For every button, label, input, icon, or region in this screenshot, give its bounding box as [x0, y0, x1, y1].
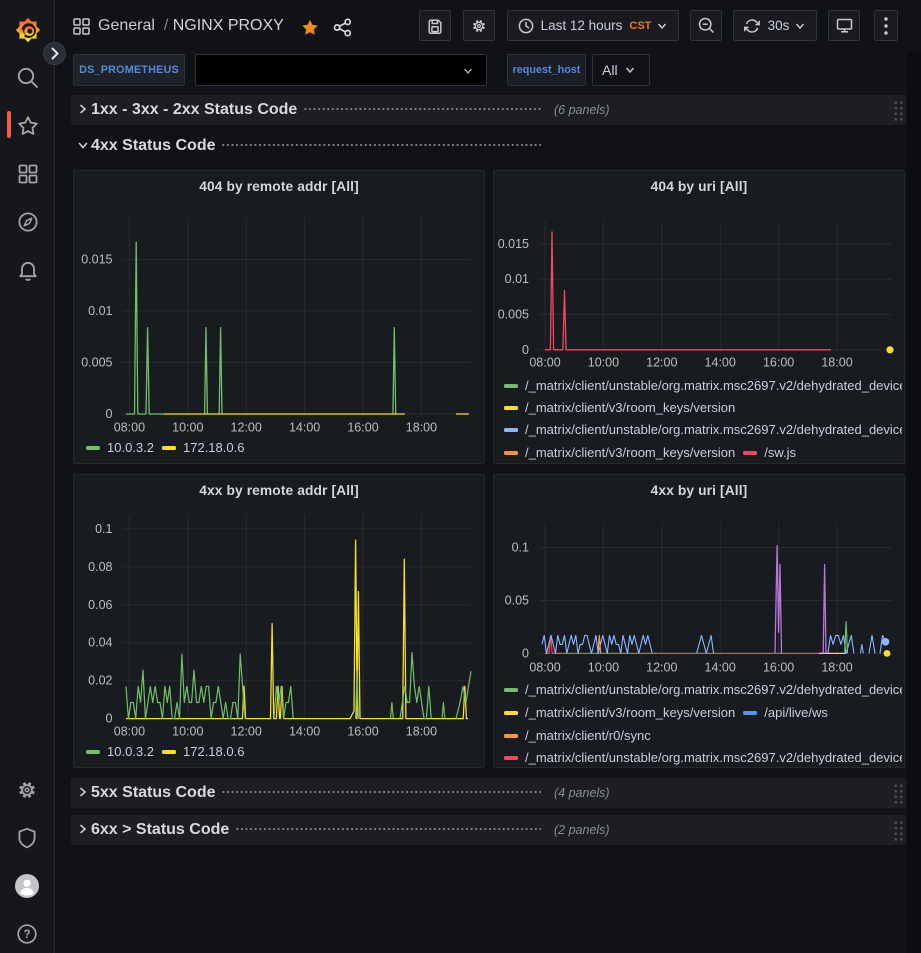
- svg-text:08:00: 08:00: [529, 356, 560, 370]
- svg-text:0.005: 0.005: [81, 356, 112, 370]
- svg-text:0: 0: [522, 343, 529, 357]
- svg-text:0.01: 0.01: [505, 272, 529, 286]
- svg-text:?: ?: [23, 929, 30, 941]
- svg-text:0: 0: [106, 407, 113, 421]
- svg-text:14:00: 14:00: [289, 421, 320, 435]
- svg-text:16:00: 16:00: [763, 661, 794, 675]
- svg-text:10:00: 10:00: [588, 661, 619, 675]
- svg-text:10:00: 10:00: [172, 421, 203, 435]
- svg-text:18:00: 18:00: [406, 421, 437, 435]
- svg-text:14:00: 14:00: [289, 725, 320, 739]
- svg-text:0.015: 0.015: [498, 237, 529, 251]
- svg-text:0.01: 0.01: [88, 304, 112, 318]
- svg-text:0.05: 0.05: [505, 594, 529, 608]
- svg-text:08:00: 08:00: [114, 421, 145, 435]
- svg-text:18:00: 18:00: [821, 661, 852, 675]
- svg-text:10:00: 10:00: [588, 356, 619, 370]
- svg-text:0.005: 0.005: [498, 308, 529, 322]
- svg-text:12:00: 12:00: [646, 356, 677, 370]
- svg-text:18:00: 18:00: [406, 725, 437, 739]
- svg-text:12:00: 12:00: [646, 661, 677, 675]
- svg-text:0.06: 0.06: [88, 598, 112, 612]
- svg-text:0.015: 0.015: [81, 253, 112, 267]
- svg-text:18:00: 18:00: [821, 356, 852, 370]
- svg-text:0: 0: [106, 712, 113, 726]
- svg-text:10:00: 10:00: [172, 725, 203, 739]
- svg-text:16:00: 16:00: [763, 356, 794, 370]
- svg-text:14:00: 14:00: [705, 661, 736, 675]
- svg-text:14:00: 14:00: [705, 356, 736, 370]
- svg-text:0.1: 0.1: [512, 541, 529, 555]
- svg-text:16:00: 16:00: [347, 725, 378, 739]
- svg-text:08:00: 08:00: [114, 725, 145, 739]
- svg-text:08:00: 08:00: [529, 661, 560, 675]
- svg-text:0.08: 0.08: [88, 560, 112, 574]
- svg-text:12:00: 12:00: [231, 725, 262, 739]
- svg-text:0: 0: [522, 646, 529, 660]
- svg-text:0.02: 0.02: [88, 674, 112, 688]
- svg-text:0.1: 0.1: [95, 522, 112, 536]
- svg-text:16:00: 16:00: [347, 421, 378, 435]
- svg-text:12:00: 12:00: [231, 421, 262, 435]
- svg-text:0.04: 0.04: [88, 636, 112, 650]
